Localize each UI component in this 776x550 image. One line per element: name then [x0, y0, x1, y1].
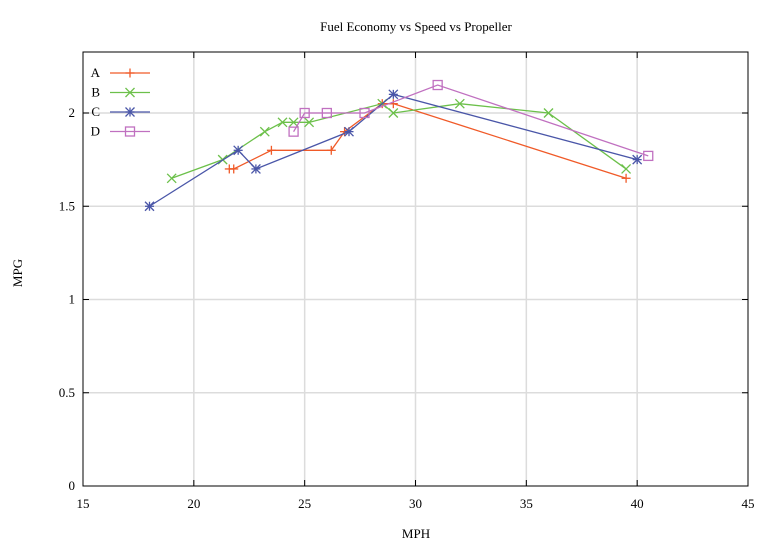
data-point	[321, 107, 332, 119]
marker-stroke	[304, 117, 315, 128]
marker-stroke	[125, 87, 135, 98]
x-tick-label: 35	[520, 496, 533, 511]
data-point	[266, 145, 276, 155]
data-point	[388, 89, 399, 100]
data-point	[233, 145, 244, 156]
legend-marker	[125, 68, 135, 78]
plot-frame	[82, 51, 749, 487]
marker-stroke	[250, 163, 261, 174]
series-line	[293, 84, 649, 157]
marker-stroke	[144, 201, 155, 212]
y-tick-label: 0	[69, 478, 76, 493]
legend-marker	[124, 126, 136, 137]
data-point	[288, 126, 299, 137]
legend-marker	[125, 107, 135, 117]
series-C	[144, 89, 643, 212]
marker-stroke	[388, 108, 399, 118]
data-point	[388, 108, 399, 118]
series-B	[166, 98, 632, 184]
data-point	[299, 107, 310, 119]
data-point	[304, 117, 315, 128]
marker-square	[288, 126, 299, 137]
marker-square	[432, 79, 443, 91]
data-point	[543, 108, 554, 118]
data-point	[229, 164, 239, 174]
data-point	[621, 163, 632, 174]
series-D	[288, 79, 654, 162]
y-tick-label: 0.5	[59, 385, 75, 400]
data-point	[288, 117, 299, 128]
data-point	[166, 173, 177, 184]
data-point	[643, 150, 654, 162]
marker-square	[321, 107, 332, 119]
x-tick-label: 45	[742, 496, 755, 511]
y-tick-label: 2	[69, 105, 76, 120]
marker-stroke	[233, 145, 244, 156]
x-axis-label: MPH	[402, 526, 430, 541]
x-tick-label: 25	[298, 496, 311, 511]
series-line	[171, 102, 627, 179]
data-point	[344, 126, 354, 137]
x-tick-label: 30	[409, 496, 422, 511]
series-line	[149, 93, 638, 207]
marker-stroke	[344, 126, 354, 137]
marker-stroke	[166, 173, 177, 184]
y-tick-label: 1	[69, 292, 76, 307]
marker-stroke	[125, 107, 135, 117]
marker-square	[124, 126, 136, 137]
marker-square	[359, 107, 370, 119]
data-point	[326, 145, 336, 155]
marker-square	[643, 150, 654, 162]
data-point	[454, 98, 465, 109]
marker-stroke	[277, 117, 288, 128]
marker-stroke	[388, 89, 399, 100]
marker-stroke	[288, 117, 299, 128]
data-point	[359, 107, 370, 119]
legend-label: D	[91, 124, 100, 139]
marker-stroke	[543, 108, 554, 118]
marker-stroke	[259, 126, 270, 137]
data-point	[621, 173, 631, 183]
legend-label: B	[91, 85, 100, 100]
chart-title: Fuel Economy vs Speed vs Propeller	[320, 19, 512, 34]
marker-stroke	[621, 163, 632, 174]
x-tick-label: 20	[187, 496, 200, 511]
marker-square	[299, 107, 310, 119]
x-tick-label: 40	[631, 496, 644, 511]
marker-stroke	[454, 98, 465, 109]
data-point	[632, 154, 643, 165]
y-axis-label: MPG	[10, 259, 25, 287]
y-tick-label: 1.5	[59, 198, 75, 213]
data-point	[144, 201, 155, 212]
marker-stroke	[632, 154, 643, 165]
data-point	[432, 79, 443, 91]
data-point	[277, 117, 288, 128]
legend-label: C	[91, 104, 100, 119]
data-point	[259, 126, 270, 137]
legend-label: A	[91, 65, 101, 80]
legend-marker	[125, 87, 135, 98]
x-tick-label: 15	[77, 496, 90, 511]
data-point	[250, 163, 261, 174]
